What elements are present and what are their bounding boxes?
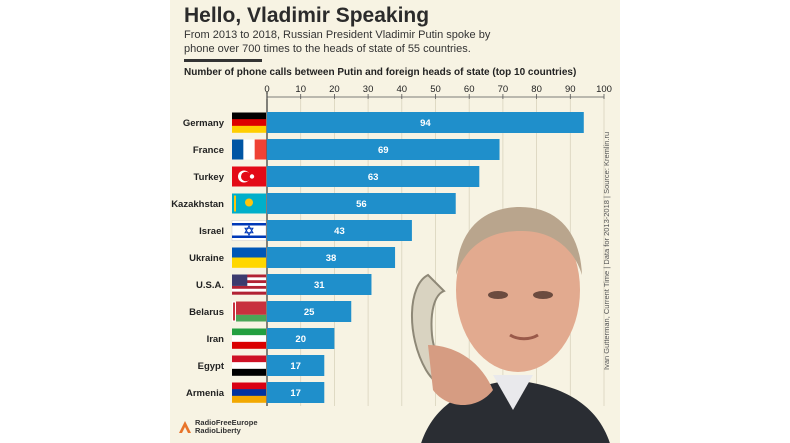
bar-value-label: 56 bbox=[356, 199, 367, 210]
category-label: Turkey bbox=[194, 172, 225, 183]
category-label: Ukraine bbox=[189, 253, 224, 264]
bar-value-label: 25 bbox=[304, 307, 315, 318]
iran-flag-icon bbox=[232, 328, 266, 349]
logo-line-2: RadioLiberty bbox=[195, 426, 241, 435]
france-flag-icon bbox=[232, 139, 267, 160]
turkey-flag-icon bbox=[232, 166, 266, 187]
bar bbox=[267, 274, 372, 295]
bar-value-label: 20 bbox=[295, 334, 306, 345]
x-tick-label: 70 bbox=[498, 84, 509, 95]
x-tick-label: 30 bbox=[363, 84, 374, 95]
bar bbox=[267, 247, 396, 268]
category-label: Israel bbox=[199, 226, 224, 237]
bar-value-label: 17 bbox=[290, 388, 301, 399]
category-label: Germany bbox=[183, 118, 225, 129]
putin-on-phone-photo bbox=[410, 207, 610, 443]
bar-value-label: 38 bbox=[326, 253, 337, 264]
bar-value-label: 31 bbox=[314, 280, 325, 291]
bar bbox=[267, 328, 335, 349]
title-divider bbox=[184, 59, 262, 62]
x-tick-label: 40 bbox=[397, 84, 408, 95]
x-tick-label: 50 bbox=[430, 84, 441, 95]
bar bbox=[267, 355, 325, 376]
israel-flag-icon bbox=[231, 220, 267, 241]
category-label: Belarus bbox=[189, 307, 224, 318]
usa-flag-icon bbox=[232, 274, 266, 295]
x-tick-label: 90 bbox=[565, 84, 576, 95]
category-label: Kazakhstan bbox=[171, 199, 224, 210]
x-tick-label: 60 bbox=[464, 84, 475, 95]
x-tick-label: 0 bbox=[264, 84, 269, 95]
x-tick-label: 100 bbox=[596, 84, 612, 95]
bar bbox=[267, 301, 352, 322]
bar-value-label: 69 bbox=[378, 145, 389, 156]
bar bbox=[267, 193, 456, 214]
category-label: U.S.A. bbox=[196, 280, 224, 291]
bar bbox=[267, 382, 325, 403]
egypt-flag-icon bbox=[232, 355, 266, 376]
category-label: Iran bbox=[207, 334, 225, 345]
rferl-logo-icon bbox=[178, 420, 192, 434]
kazakhstan-flag-icon bbox=[232, 193, 266, 214]
bar bbox=[267, 112, 584, 133]
bar-chart: 0 10 20 30 40 50 60 70 80 90 100 Germany 94 France 69 T… bbox=[171, 84, 612, 406]
germany-flag-icon bbox=[232, 112, 266, 133]
category-label: France bbox=[193, 145, 224, 156]
infographic-subtitle: From 2013 to 2018, Russian President Vla… bbox=[184, 29, 491, 55]
bar-value-label: 43 bbox=[334, 226, 345, 237]
bar bbox=[267, 139, 500, 160]
rferl-logo: RadioFreeEurope RadioLiberty bbox=[178, 419, 258, 435]
belarus-flag-icon bbox=[232, 301, 266, 322]
x-tick-label: 20 bbox=[329, 84, 340, 95]
armenia-flag-icon bbox=[232, 382, 266, 403]
bar-value-label: 17 bbox=[290, 361, 301, 372]
logo-line-1: RadioFreeEurope bbox=[195, 418, 258, 427]
bar bbox=[267, 166, 480, 187]
category-label: Armenia bbox=[186, 388, 225, 399]
bar-value-label: 94 bbox=[420, 118, 431, 129]
bar-value-label: 63 bbox=[368, 172, 379, 183]
source-credit: Ivan Gutterman, Current Time | Data for … bbox=[602, 131, 611, 370]
ukraine-flag-icon bbox=[232, 247, 266, 268]
bar bbox=[267, 220, 412, 241]
x-tick-label: 10 bbox=[295, 84, 306, 95]
infographic-card: Hello, Vladimir Speaking From 2013 to 20… bbox=[170, 0, 620, 443]
infographic-title: Hello, Vladimir Speaking bbox=[184, 4, 430, 27]
category-label: Egypt bbox=[198, 361, 225, 372]
x-tick-label: 80 bbox=[531, 84, 542, 95]
chart-title: Number of phone calls between Putin and … bbox=[184, 67, 577, 78]
